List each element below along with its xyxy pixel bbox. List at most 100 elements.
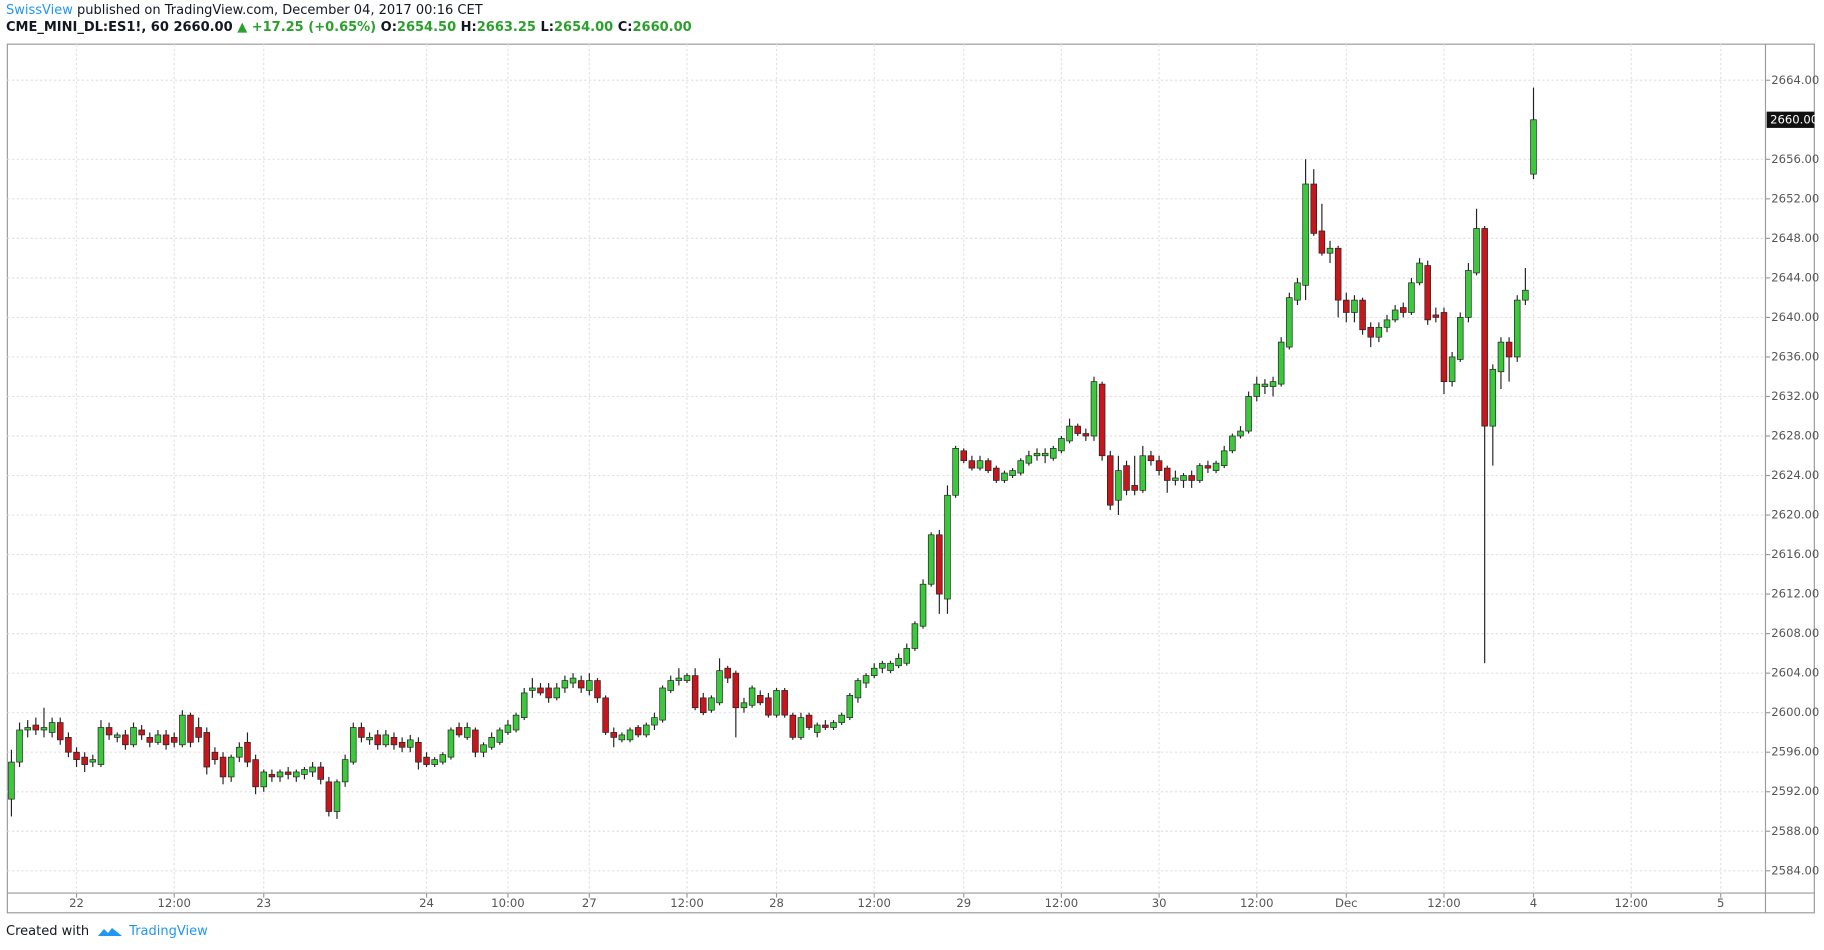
- candle-body: [993, 467, 1000, 481]
- candle-body: [1001, 472, 1008, 481]
- candle-body: [773, 690, 780, 716]
- candle-body: [24, 727, 31, 731]
- candle-body: [569, 677, 577, 684]
- candle-body: [227, 756, 235, 778]
- candle-body: [561, 680, 569, 689]
- last-price-tag: [1766, 111, 1815, 128]
- candle-body: [244, 741, 251, 763]
- candle-body: [154, 734, 162, 743]
- x-tick-label: 30: [1152, 896, 1167, 910]
- y-tick-label: 2588.00: [1771, 824, 1819, 838]
- candle-body: [358, 727, 365, 738]
- candle-body: [691, 675, 699, 709]
- candle-body: [952, 447, 959, 496]
- candle-body: [651, 717, 658, 726]
- candle-body: [382, 734, 390, 746]
- candle-body: [700, 697, 707, 714]
- candle-body: [1440, 312, 1448, 382]
- candle-body: [1066, 425, 1073, 442]
- candle-body: [1359, 299, 1366, 331]
- candle-body: [626, 729, 634, 741]
- candle-body: [138, 729, 145, 736]
- ohlc-value: 2654.00: [553, 20, 614, 35]
- candle-body: [903, 648, 911, 664]
- candle-body: [162, 734, 170, 746]
- candle-body: [1513, 299, 1521, 358]
- candle-body: [936, 534, 943, 595]
- brand-link[interactable]: TradingView: [129, 924, 208, 939]
- candle-body: [1245, 396, 1252, 432]
- candle-body: [1090, 381, 1098, 437]
- x-tick-label: 12:00: [1045, 896, 1078, 910]
- x-tick-label: 12:00: [1427, 896, 1460, 910]
- candle-body: [293, 771, 300, 778]
- candle-body: [105, 727, 113, 736]
- candle-body: [1204, 465, 1212, 469]
- y-tick-label: 2584.00: [1771, 863, 1819, 877]
- candle-body: [1115, 470, 1122, 501]
- candle-body: [1253, 383, 1261, 397]
- created-with: Created with: [6, 924, 90, 939]
- candle-body: [1033, 452, 1041, 457]
- x-tick-label: 24: [419, 896, 434, 910]
- candle-body: [553, 687, 561, 699]
- candle-body: [960, 450, 968, 462]
- candle-body: [390, 737, 398, 746]
- candle-body: [341, 759, 349, 783]
- x-tick-label: 10:00: [491, 896, 524, 910]
- candle-body: [455, 727, 463, 736]
- candle-body: [1424, 265, 1431, 321]
- x-tick-label: 23: [256, 896, 271, 910]
- candle-body: [496, 729, 504, 743]
- candle-body: [1025, 455, 1033, 464]
- symbol: CME_MINI_DL:ES1!, 60: [6, 20, 169, 35]
- candle-body: [643, 724, 650, 736]
- candle-body: [659, 687, 666, 721]
- x-tick-label: 12:00: [157, 896, 190, 910]
- candle-body: [757, 695, 764, 704]
- candle-body: [789, 714, 797, 738]
- x-tick-label: 12:00: [1614, 896, 1647, 910]
- y-tick-label: 2616.00: [1771, 547, 1819, 561]
- candle-body: [1481, 228, 1488, 427]
- candle-body: [211, 751, 219, 760]
- candle-body: [219, 756, 227, 778]
- candle-body: [797, 717, 805, 738]
- candle-body: [40, 727, 48, 731]
- y-tick-label: 2624.00: [1771, 468, 1819, 482]
- candle-body: [1172, 477, 1179, 481]
- author-link[interactable]: SwissView: [6, 3, 73, 18]
- x-tick-label: 5: [1717, 896, 1724, 910]
- candle-body: [252, 759, 259, 788]
- candle-body: [1522, 289, 1529, 301]
- candle-body: [1188, 475, 1195, 481]
- candle-body: [374, 734, 381, 746]
- candle-body: [480, 744, 487, 753]
- candle-body: [602, 697, 609, 733]
- candle-body: [1530, 119, 1537, 175]
- candle-body: [333, 781, 341, 812]
- published-note: published on TradingView.com, December 0…: [77, 3, 483, 18]
- candle-body: [268, 774, 276, 778]
- candle-body: [48, 722, 56, 733]
- candle-body: [1318, 230, 1326, 254]
- candle-body: [911, 623, 919, 649]
- candle-body: [1294, 282, 1301, 301]
- change: ▲ +17.25 (+0.65%): [237, 20, 377, 35]
- candle-body: [618, 734, 626, 741]
- candle-body: [1465, 270, 1472, 318]
- y-tick-label: 2596.00: [1771, 745, 1819, 759]
- candle-body: [765, 697, 772, 716]
- candle-body: [1229, 435, 1236, 452]
- candle-body: [1302, 183, 1309, 286]
- candle-body: [577, 680, 585, 689]
- y-tick-label: 2640.00: [1771, 310, 1819, 324]
- candle-body: [1147, 455, 1155, 462]
- y-tick-label: 2664.00: [1771, 73, 1819, 87]
- y-tick-label: 2600.00: [1771, 705, 1819, 719]
- candle-body: [1367, 326, 1374, 338]
- candle-body: [976, 460, 984, 469]
- y-tick-label: 2608.00: [1771, 626, 1819, 640]
